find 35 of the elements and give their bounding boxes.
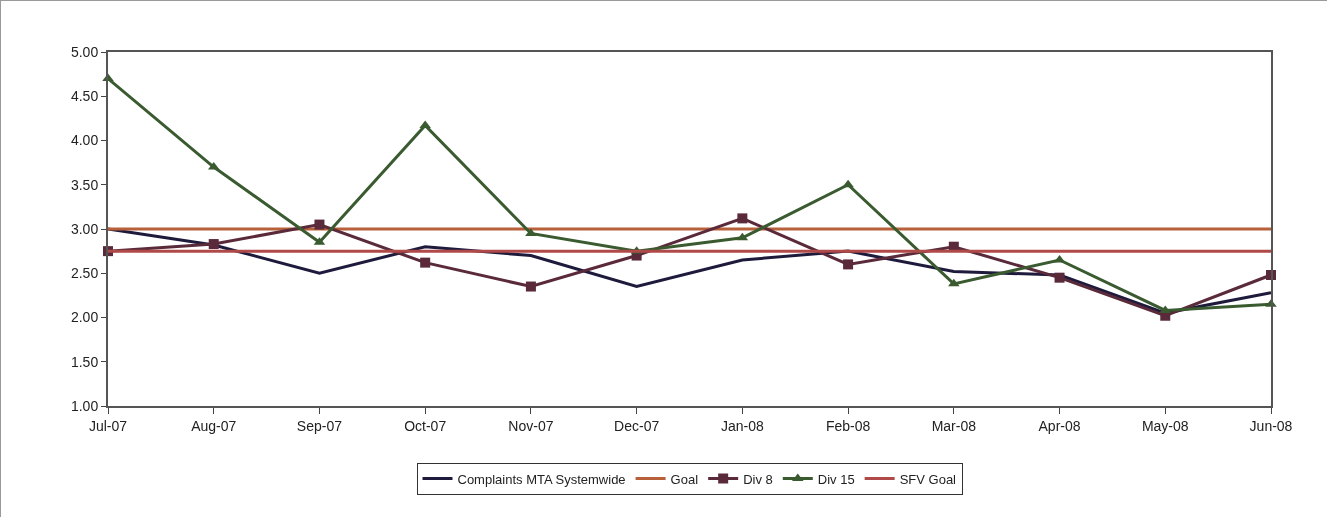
legend-label: SFV Goal: [899, 471, 957, 487]
x-tick-label: Mar-08: [931, 417, 977, 434]
x-tick-label: Jun-08: [1249, 417, 1293, 434]
point: [948, 278, 960, 287]
x-tick-label: Oct-07: [404, 417, 447, 434]
point: [1054, 272, 1065, 283]
y-tick-label: 4.00: [70, 132, 99, 149]
legend-label: Div 15: [817, 471, 855, 487]
x-tick-label: Dec-07: [614, 417, 660, 434]
point: [525, 281, 536, 292]
point: [208, 239, 219, 250]
y-tick-label: 5.00: [70, 43, 99, 60]
x-tick-label: Sep-07: [296, 417, 343, 434]
x-tick-label: Aug-07: [191, 417, 237, 434]
point: [843, 259, 854, 270]
legend-label: Complaints MTA Systemwide: [457, 471, 626, 487]
x-tick-label: May-08: [1141, 417, 1189, 434]
point: [842, 179, 854, 188]
x-tick-label: Jul-07: [88, 417, 128, 434]
point: [420, 257, 431, 268]
legend-label: Goal: [670, 471, 699, 487]
point: [314, 219, 325, 230]
y-tick-label: 2.50: [70, 265, 99, 282]
y-tick-label: 2.00: [70, 309, 99, 326]
x-tick-label: Feb-08: [825, 417, 871, 434]
y-tick-label: 3.50: [70, 176, 99, 193]
y-tick-label: 4.50: [70, 88, 99, 105]
y-tick-label: 1.00: [70, 397, 99, 414]
x-tick-label: Nov-07: [508, 417, 554, 434]
point: [737, 213, 748, 224]
y-tick-label: 1.50: [70, 353, 99, 370]
x-tick-label: Jan-08: [720, 417, 764, 434]
x-tick-label: Apr-08: [1038, 417, 1081, 434]
legend-label: Div 8: [743, 471, 773, 487]
y-tick-label: 3.00: [70, 220, 99, 237]
